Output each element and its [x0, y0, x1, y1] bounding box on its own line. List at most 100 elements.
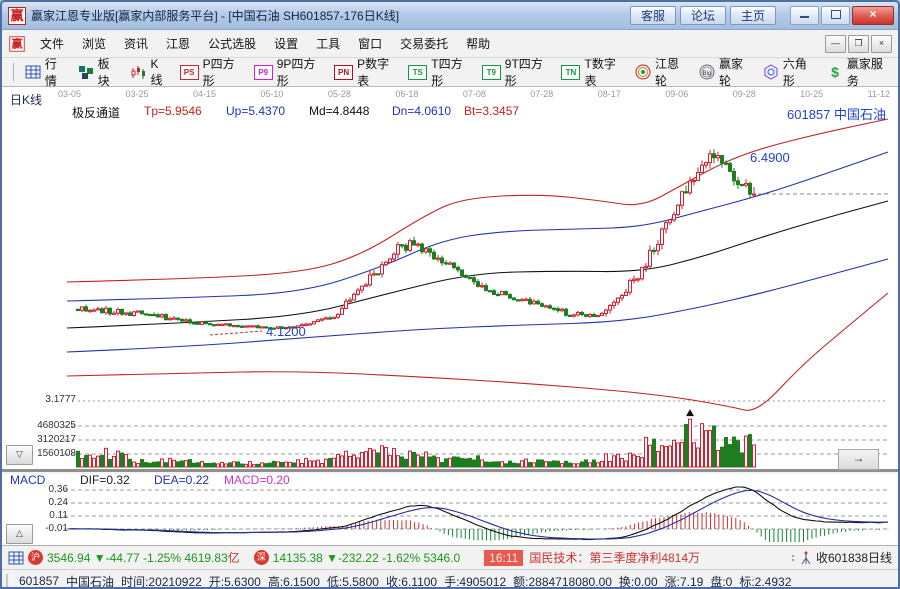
menu-help[interactable]: 帮助	[466, 37, 491, 51]
scroll-right-button[interactable]: →	[838, 449, 879, 470]
p-number-table-icon: PN	[334, 64, 354, 80]
toolbar-label: 9P四方形	[276, 57, 316, 88]
info-field: 时间:20210922	[121, 574, 202, 589]
info-field: 额:2884718080.00	[513, 574, 612, 589]
quotes-icon	[25, 64, 41, 80]
winner-wheel-icon: Big	[699, 64, 715, 80]
volume-pane-collapse-button[interactable]: ▽	[6, 445, 33, 465]
stock-info-bar: 601857 中国石油 时间:20210922 开:5.6300 高:6.1500 低…	[2, 569, 898, 589]
toolbar-t-square[interactable]: TS T四方形	[402, 52, 476, 92]
gann-wheel-icon	[635, 64, 651, 80]
t-number-table-icon: TN	[561, 64, 581, 80]
menu-file[interactable]: 文件	[40, 37, 65, 51]
minimize-icon	[800, 7, 809, 18]
9t-square-icon: T9	[481, 64, 501, 80]
news-time-badge: 16:11	[484, 549, 524, 566]
toolbar-gann-wheel[interactable]: 江恩轮	[629, 52, 693, 92]
date-tick: 08-17	[597, 89, 621, 99]
p-square-icon: PS	[179, 64, 199, 80]
toolbar-label: K线	[150, 56, 163, 87]
shenzhen-market-icon[interactable]: 深	[253, 550, 269, 565]
info-field: 盘:0	[710, 574, 733, 589]
sz-index-amount: 5346.0	[423, 550, 461, 565]
kline-chart-canvas[interactable]	[2, 87, 898, 545]
macd-pane-expand-button[interactable]: △	[6, 524, 33, 544]
close-button[interactable]: ×	[852, 6, 894, 25]
sectors-icon	[78, 64, 94, 80]
minimize-button[interactable]	[790, 6, 819, 25]
customer-service-button[interactable]: 客服	[630, 6, 676, 25]
toolbar-9t-square[interactable]: T9 9T四方形	[476, 52, 556, 92]
menu-bar: 赢 文件 浏览 资讯 江恩 公式选股 设置 工具 窗口 交易委托 帮助 — ❐ ×	[2, 30, 898, 58]
toolbar-sectors[interactable]: 板块	[72, 52, 125, 92]
date-tick: 03-25	[125, 89, 149, 99]
toolbar-label: P四方形	[202, 57, 235, 88]
channel-md-value: Md=4.8448	[309, 104, 370, 118]
sh-index-change: ▼-44.77	[93, 550, 140, 565]
date-tick: 05-28	[327, 89, 351, 99]
mdi-close-button[interactable]: ×	[871, 34, 892, 53]
mdi-restore-button[interactable]: ❐	[848, 34, 869, 53]
macd-dea-value: DEA=0.22	[154, 473, 210, 487]
forum-button[interactable]: 论坛	[680, 6, 726, 25]
sz-index-pct: -1.62%	[382, 550, 421, 565]
menu-window[interactable]: 窗口	[358, 37, 383, 51]
menu-formula-stock-pick[interactable]: 公式选股	[208, 37, 257, 51]
toolbar-quotes[interactable]: 行情	[19, 52, 72, 92]
date-tick: 09-06	[665, 89, 689, 99]
date-tick: 10-25	[800, 89, 824, 99]
info-symbol: 601857	[19, 574, 60, 588]
toolbar-grip[interactable]	[9, 63, 14, 81]
toolbar-label: 六角形	[782, 57, 807, 88]
mdi-minimize-button[interactable]: —	[825, 34, 846, 53]
macd-axis-label: -0.01	[45, 523, 68, 534]
last-price-annotation: 6.4900	[750, 150, 790, 165]
stock-code-label: 601857 中国石油	[787, 107, 886, 122]
status-splitter[interactable]	[791, 554, 795, 561]
channel-up-value: Up=5.4370	[226, 104, 286, 118]
toolbar-winner-wheel[interactable]: Big 赢家轮	[693, 52, 757, 92]
toolbar-label: 赢家服务	[846, 57, 883, 88]
t-square-icon: TS	[408, 64, 428, 80]
channel-bt-value: Bt=3.3457	[464, 104, 520, 118]
macd-dif-value: DIF=0.32	[80, 473, 130, 487]
toolbar-label: 9T四方形	[504, 57, 543, 88]
date-axis: 03-05 03-25 04-15 05-10 05-28 06-18 07-08 07-28…	[58, 89, 890, 99]
toolbar-9p-square[interactable]: P9 9P四方形	[248, 52, 328, 92]
info-field: 低:5.5800	[326, 574, 379, 589]
shanghai-market-icon[interactable]: 沪	[28, 550, 43, 565]
hexagon-icon	[763, 64, 779, 80]
info-stock-name: 中国石油	[66, 574, 115, 589]
menu-trade-entrust[interactable]: 交易委托	[400, 37, 449, 51]
menu-news[interactable]: 资讯	[124, 37, 149, 51]
info-field: 收:6.1100	[385, 574, 438, 589]
news-ticker-text[interactable]: 国民技术：第三季度净利4814万	[529, 551, 701, 565]
title-bar: 赢 赢家江恩专业版[赢家内部服务平台] - [中国石油 SH601857-176…	[2, 2, 898, 30]
toolbar-hexagon[interactable]: 六角形	[757, 52, 821, 92]
infobar-grip[interactable]	[6, 574, 13, 587]
sh-index-pct: -1.25%	[142, 550, 182, 565]
toolbar-p-square[interactable]: PS P四方形	[174, 52, 248, 92]
toolbar-t-number-table[interactable]: TN T数字表	[555, 52, 629, 92]
homepage-button[interactable]: 主页	[730, 6, 776, 25]
quotes-grid-icon[interactable]	[8, 550, 24, 566]
receiving-status-label: 收601838日线	[815, 551, 892, 565]
info-field: 标:2.4932	[739, 574, 792, 589]
toolbar-kline[interactable]: K线	[124, 54, 173, 91]
sz-index-change: ▼-232.22	[326, 550, 379, 565]
maximize-button[interactable]	[821, 6, 850, 25]
menu-browse[interactable]: 浏览	[82, 37, 107, 51]
toolbar-label: 江恩轮	[655, 57, 680, 88]
menu-settings[interactable]: 设置	[274, 37, 299, 51]
period-label: 日K线	[10, 93, 43, 107]
toolbar-winner-service[interactable]: $ 赢家服务	[821, 52, 896, 92]
toolbar-p-number-table[interactable]: PN P数字表	[328, 52, 402, 92]
macd-pane-label: MACD	[10, 473, 46, 487]
menu-tools[interactable]: 工具	[316, 37, 341, 51]
toolbar: 行情 板块 K线 PS P四方形 P9 9P四方形 PN P数字表 TS T四方形 T9 9T四方形 TN…	[2, 57, 898, 88]
toolbar-label: 行情	[44, 57, 57, 88]
date-tick: 06-18	[395, 89, 419, 99]
info-field: 开:5.6300	[208, 574, 261, 589]
menu-gann[interactable]: 江恩	[166, 37, 191, 51]
channel-name-label: 极反通道	[72, 106, 121, 120]
